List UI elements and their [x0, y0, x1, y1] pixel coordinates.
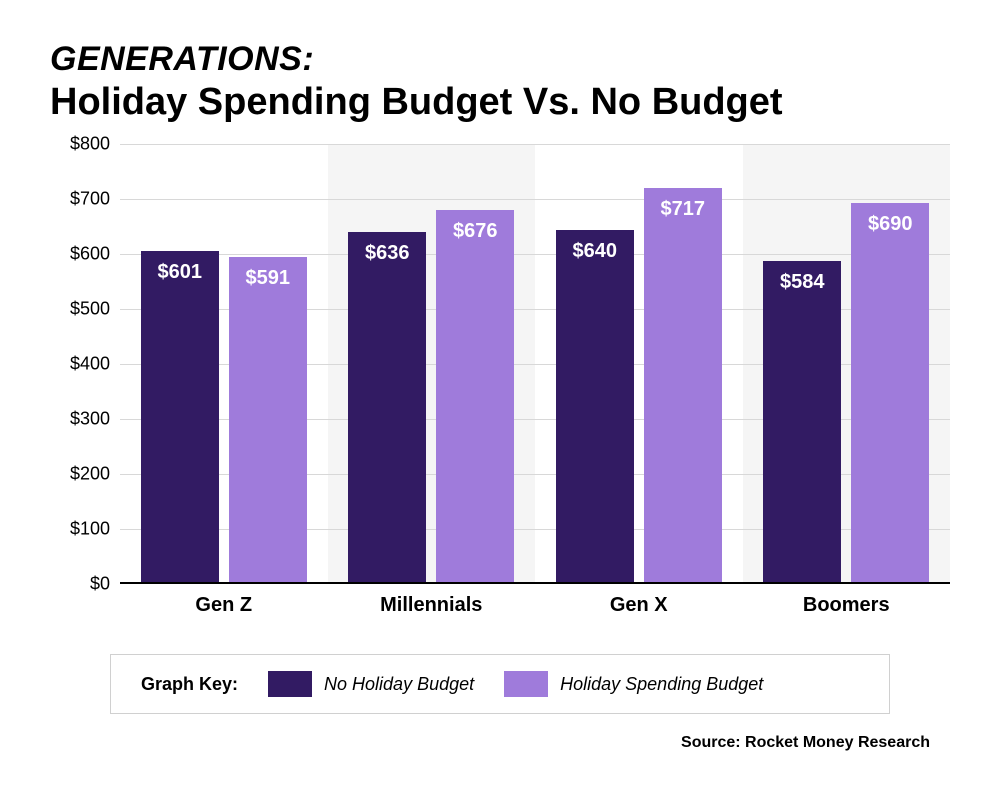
legend-item: No Holiday Budget — [268, 671, 474, 697]
bar: $601 — [141, 251, 219, 582]
y-tick-label: $400 — [70, 354, 110, 375]
y-tick-label: $500 — [70, 299, 110, 320]
legend: Graph Key: No Holiday Budget Holiday Spe… — [110, 654, 890, 714]
title-line-2: Holiday Spending Budget Vs. No Budget — [50, 81, 950, 124]
y-tick-label: $800 — [70, 134, 110, 155]
x-axis-labels: Gen Z Millennials Gen X Boomers — [120, 584, 950, 624]
bar-value-label: $717 — [661, 198, 706, 221]
x-tick-label: Millennials — [380, 594, 482, 617]
bar-value-label: $636 — [365, 242, 410, 265]
y-tick-label: $700 — [70, 189, 110, 210]
bar-value-label: $690 — [868, 213, 913, 236]
bar-chart: $0$100$200$300$400$500$600$700$800 $601$… — [50, 144, 950, 624]
bar-value-label: $640 — [573, 240, 618, 263]
chart-title-block: GENERATIONS: Holiday Spending Budget Vs.… — [50, 40, 950, 124]
bar: $690 — [851, 203, 929, 583]
x-tick-label: Gen Z — [195, 594, 252, 617]
bar: $591 — [229, 257, 307, 582]
legend-label: Holiday Spending Budget — [560, 674, 763, 695]
bar: $584 — [763, 261, 841, 582]
bar: $640 — [556, 230, 634, 582]
bar: $676 — [436, 210, 514, 582]
y-tick-label: $600 — [70, 244, 110, 265]
legend-swatch — [504, 671, 548, 697]
bar-value-label: $591 — [246, 267, 291, 290]
y-tick-label: $100 — [70, 519, 110, 540]
title-line-1: GENERATIONS: — [50, 40, 950, 79]
gridline — [120, 254, 950, 255]
y-axis: $0$100$200$300$400$500$600$700$800 — [50, 144, 120, 584]
x-tick-label: Boomers — [803, 594, 890, 617]
plot-area: $601 $591 $636 $676 $640 $717 $584 $690 — [120, 144, 950, 584]
source-attribution: Source: Rocket Money Research — [50, 734, 950, 752]
legend-title: Graph Key: — [141, 674, 238, 695]
y-tick-label: $300 — [70, 409, 110, 430]
bar-value-label: $676 — [453, 220, 498, 243]
legend-swatch — [268, 671, 312, 697]
legend-label: No Holiday Budget — [324, 674, 474, 695]
gridline — [120, 199, 950, 200]
bar: $717 — [644, 188, 722, 582]
gridline — [120, 144, 950, 145]
legend-item: Holiday Spending Budget — [504, 671, 763, 697]
x-tick-label: Gen X — [610, 594, 668, 617]
bar-value-label: $601 — [158, 261, 203, 284]
y-tick-label: $0 — [90, 574, 110, 595]
bar-value-label: $584 — [780, 271, 825, 294]
y-tick-label: $200 — [70, 464, 110, 485]
bar: $636 — [348, 232, 426, 582]
